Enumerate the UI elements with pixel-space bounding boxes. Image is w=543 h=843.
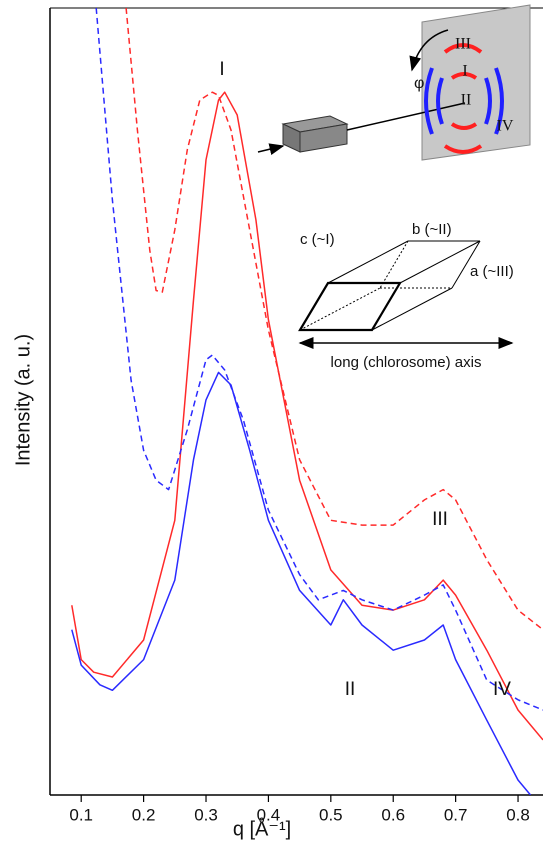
annotation: IV	[493, 679, 511, 700]
arc	[436, 77, 444, 125]
inset-axis-label: long (chlorosome) axis	[331, 354, 482, 371]
line	[71, 91, 543, 741]
inset-crystal	[298, 240, 514, 349]
line	[95, 8, 543, 711]
beam-out	[346, 102, 466, 131]
crystal-label: a (~III)	[470, 263, 514, 280]
y-axis-label: Intensity (a. u.)	[12, 334, 34, 466]
crystal-edge	[399, 240, 481, 284]
axes	[49, 7, 543, 796]
crystal-label: b (~II)	[412, 221, 452, 238]
crystal-edge	[371, 287, 453, 331]
x-tick-label: 0.6	[381, 805, 405, 824]
crystal-hidden-edge	[299, 287, 381, 331]
x-axis-label: q [Å⁻¹]	[233, 817, 291, 840]
detector-label: IV	[497, 118, 514, 135]
x-tick-label: 0.3	[194, 805, 218, 824]
phi-label: φ	[414, 75, 424, 92]
arc	[450, 122, 478, 130]
arc	[484, 77, 492, 125]
crystal-edge	[327, 240, 409, 284]
plot-lines	[71, 8, 543, 795]
x-tick-label: 0.4	[257, 805, 281, 824]
x-tick-label: 0.8	[506, 805, 530, 824]
annotation: III	[432, 509, 448, 530]
x-tick-label: 0.7	[444, 805, 468, 824]
beam-in	[257, 143, 285, 155]
arc	[450, 72, 478, 80]
x-tick-label: 0.1	[69, 805, 93, 824]
beam-box-front	[299, 123, 348, 153]
x-tick-label: 0.2	[132, 805, 156, 824]
crystal-hidden-edge	[379, 240, 409, 289]
arc	[494, 67, 504, 135]
arc	[424, 67, 434, 135]
arc	[443, 43, 483, 54]
detector-plate	[421, 4, 531, 161]
crystal-edge	[451, 240, 481, 289]
detector-label: II	[461, 92, 472, 109]
detector-label: I	[462, 63, 467, 80]
annotation: II	[345, 679, 356, 700]
rotation-arrow	[409, 29, 449, 72]
annotation: I	[219, 59, 224, 80]
arc	[443, 144, 483, 154]
detector-label: III	[455, 36, 471, 53]
line	[71, 371, 532, 795]
inset-detector	[257, 4, 531, 161]
x-tick-label: 0.5	[319, 805, 343, 824]
crystal-label: c (~I)	[300, 231, 335, 248]
